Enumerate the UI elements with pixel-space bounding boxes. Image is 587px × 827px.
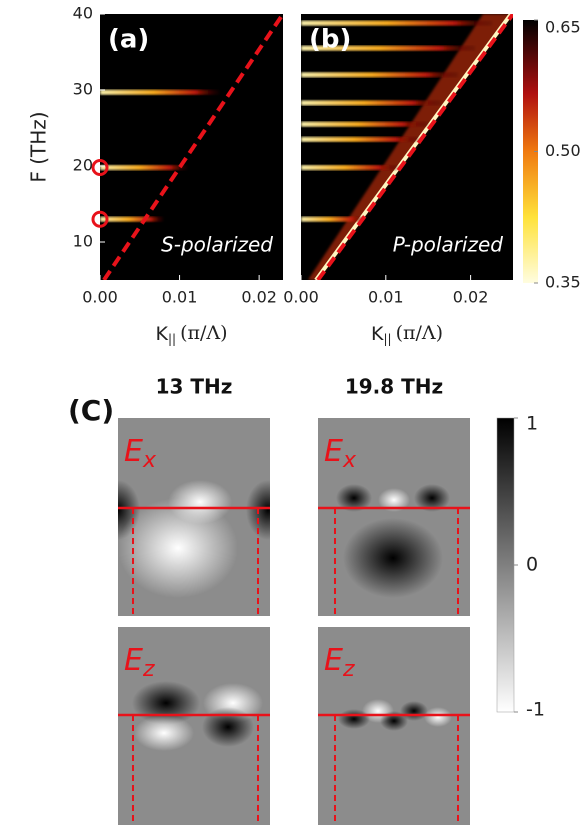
- field-lobe: [338, 709, 370, 729]
- heatmap-panel: [99, 13, 283, 280]
- x-tick-label: 0.01: [368, 288, 404, 307]
- x-tick-label: 0.00: [283, 288, 319, 307]
- field-map: [118, 418, 270, 616]
- field-map: [318, 418, 470, 616]
- field-symbol: E: [324, 643, 343, 678]
- marker: [91, 210, 109, 228]
- field-label: Ez: [124, 643, 155, 683]
- panel-label: (a): [108, 25, 149, 55]
- x-axis-label: K|| (π/Λ): [371, 322, 443, 346]
- plot-content: [100, 14, 283, 280]
- field-lobe: [118, 498, 238, 598]
- column-title: 19.8 THz: [345, 375, 443, 399]
- x-tick-label: 0.01: [162, 288, 198, 307]
- field-lobe: [336, 484, 372, 512]
- mode-streak: [301, 72, 458, 78]
- x-label-unit: (π/Λ): [396, 322, 443, 344]
- field-lobe: [134, 715, 194, 751]
- field-colorbar-tick-label: 1: [526, 413, 538, 435]
- field-symbol: E: [324, 434, 343, 469]
- panel-c-label: (C): [68, 394, 114, 427]
- y-tick-label: 30: [73, 80, 93, 99]
- field-sub: z: [342, 657, 355, 682]
- field-label: Ez: [324, 643, 355, 683]
- x-label-sub: ||: [168, 332, 176, 346]
- field-lobe: [414, 484, 450, 512]
- mode-streak: [301, 165, 399, 171]
- marker: [91, 159, 109, 177]
- column-title: 13 THz: [156, 375, 233, 399]
- field-label: Ex: [124, 434, 157, 474]
- field-lobe: [246, 480, 270, 540]
- y-tick-label: 20: [73, 156, 93, 175]
- field-map: [118, 627, 270, 825]
- y-tick-label: 10: [73, 232, 93, 251]
- field-lobe: [202, 707, 254, 747]
- mode-streak: [301, 121, 429, 127]
- field-colorbar-tick-label: 0: [526, 554, 538, 576]
- mode-streak: [301, 20, 492, 26]
- field-symbol: E: [124, 434, 143, 469]
- y-axis-label: F (THz): [27, 111, 51, 182]
- mode-streak: [100, 89, 220, 95]
- x-tick-label: 0.00: [82, 288, 118, 307]
- colorbar-tick-label: 0.65: [545, 18, 581, 37]
- x-tick-label: 0.02: [453, 288, 489, 307]
- mode-streak: [301, 216, 365, 222]
- field-colorbar: [496, 417, 515, 713]
- mode-streak: [100, 216, 164, 222]
- mode-streak: [301, 100, 441, 106]
- x-axis-label: K|| (π/Λ): [156, 322, 228, 346]
- panel-label: (b): [309, 25, 351, 55]
- x-label-symbol: K: [156, 323, 169, 345]
- field-colorbar-tick-label: -1: [526, 699, 545, 721]
- mode-streak: [301, 45, 475, 51]
- colorbar: [523, 20, 538, 283]
- field-lobe: [343, 518, 443, 598]
- x-label-unit: (π/Λ): [180, 322, 227, 344]
- field-symbol: E: [124, 643, 143, 678]
- plot-content: [301, 14, 513, 280]
- x-label-sub: ||: [383, 332, 391, 346]
- mode-streak: [301, 136, 420, 142]
- field-lobe: [424, 707, 452, 727]
- field-sub: x: [142, 448, 157, 473]
- field-label: Ex: [324, 434, 357, 474]
- colorbar-tick-label: 0.50: [545, 141, 581, 160]
- heatmap-panel: [300, 14, 513, 280]
- mode-streak: [100, 165, 188, 171]
- field-sub: z: [142, 657, 155, 682]
- annotation: P-polarized: [393, 233, 504, 257]
- field-sub: x: [342, 448, 357, 473]
- light-line: [316, 14, 513, 280]
- x-tick-label: 0.02: [241, 288, 277, 307]
- annotation: S-polarized: [161, 233, 273, 257]
- light-line: [102, 14, 283, 280]
- x-label-symbol: K: [371, 323, 384, 345]
- field-lobe: [400, 701, 428, 721]
- y-tick-label: 40: [73, 4, 93, 23]
- colorbar-tick-label: 0.35: [545, 273, 581, 292]
- field-map: [318, 627, 470, 825]
- field-lobe: [378, 488, 410, 512]
